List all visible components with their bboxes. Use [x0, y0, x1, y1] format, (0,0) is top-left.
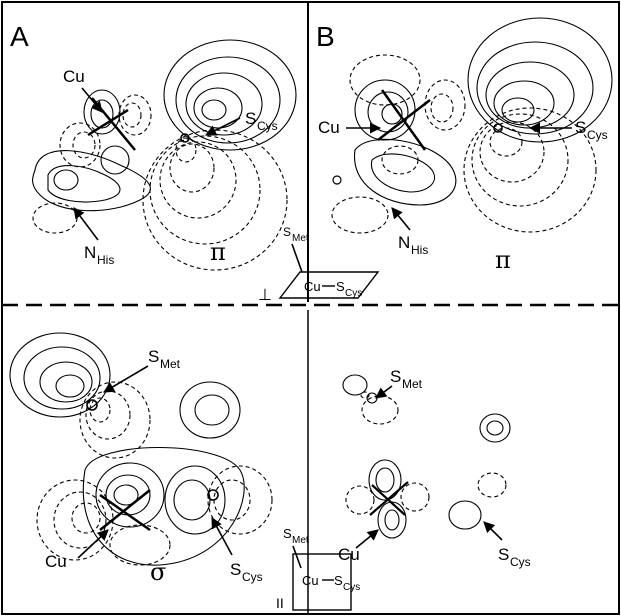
svg-text:S: S: [575, 118, 586, 137]
label-d-smet: S Met: [390, 367, 423, 391]
inset-perp-scys: S Cys: [336, 279, 362, 299]
panel-b-contours: [331, 17, 613, 234]
svg-text:Cys: Cys: [510, 555, 531, 569]
svg-text:S: S: [334, 573, 343, 588]
panel-c-contours: [9, 332, 273, 566]
svg-text:S: S: [245, 109, 256, 128]
svg-text:S: S: [148, 347, 159, 366]
svg-text:Met: Met: [160, 357, 181, 371]
label-b-scys: S Cys: [575, 118, 608, 142]
svg-text:His: His: [97, 253, 114, 267]
label-a-pi: π: [210, 238, 226, 266]
svg-text:S: S: [390, 367, 401, 386]
inset-perp-smet: S Met: [283, 225, 309, 244]
perpendicular-plane-inset: S Met Cu S Cys: [278, 225, 380, 299]
label-c-sigma: σ: [150, 558, 166, 586]
label-b-cu: Cu: [318, 118, 340, 137]
svg-text:Cys: Cys: [345, 288, 362, 299]
svg-text:S: S: [230, 560, 241, 579]
svg-text:N: N: [398, 233, 410, 252]
svg-text:S: S: [498, 545, 509, 564]
svg-text:His: His: [411, 243, 428, 257]
parallel-plane-inset: S Met Cu S Cys: [283, 526, 360, 611]
label-a-nhis: N His: [84, 243, 114, 267]
panel-label-a: A: [10, 21, 29, 52]
svg-text:Met: Met: [402, 377, 423, 391]
panel-label-b: B: [316, 21, 335, 52]
inset-par-smet: S Met: [283, 526, 309, 546]
svg-text:S: S: [336, 279, 345, 294]
svg-text:S: S: [283, 526, 292, 541]
svg-text:Cys: Cys: [257, 119, 278, 133]
label-a-cu: Cu: [63, 67, 85, 86]
label-b-nhis: N His: [398, 233, 428, 257]
svg-text:S: S: [283, 225, 291, 239]
svg-text:N: N: [84, 243, 96, 262]
svg-text:Cys: Cys: [587, 128, 608, 142]
label-d-scys: S Cys: [498, 545, 531, 569]
svg-text:Cys: Cys: [343, 582, 360, 593]
inset-par-cu: Cu: [302, 573, 319, 588]
label-c-cu: Cu: [45, 552, 67, 571]
svg-text:Met: Met: [292, 233, 309, 244]
inset-perp-cu: Cu: [304, 279, 321, 294]
label-b-pi: π: [495, 246, 511, 274]
label-c-smet: S Met: [148, 347, 181, 371]
inset-par-scys: S Cys: [334, 573, 360, 593]
label-a-scys: S Cys: [245, 109, 278, 133]
label-perpendicular: ⊥: [258, 287, 272, 304]
svg-text:Met: Met: [292, 535, 309, 546]
label-parallel: II: [276, 595, 284, 611]
label-c-scys: S Cys: [230, 560, 263, 584]
svg-text:Cys: Cys: [242, 570, 263, 584]
panel-d-contours: [342, 374, 511, 539]
